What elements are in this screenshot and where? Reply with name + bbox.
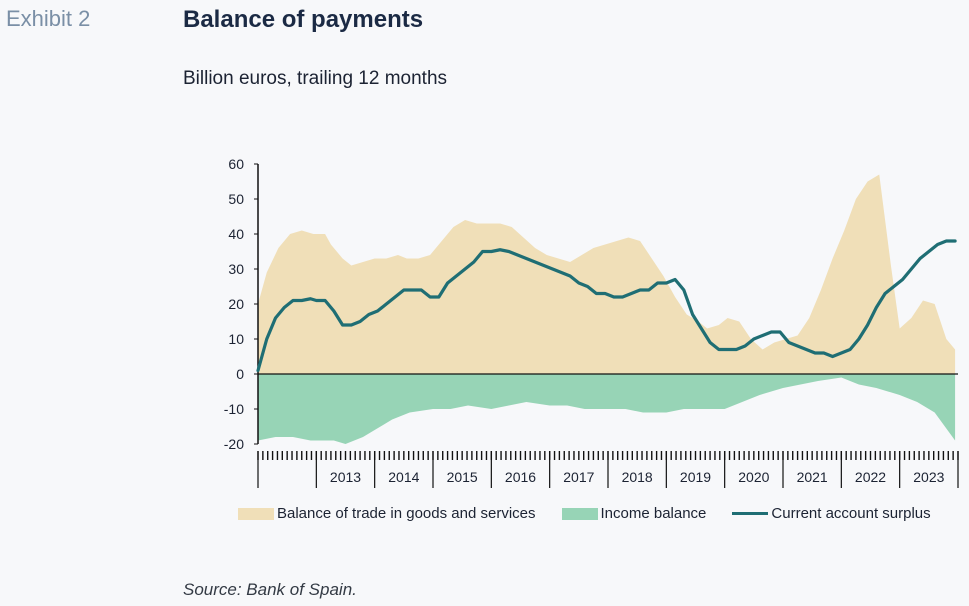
legend-swatch-income [561, 507, 598, 520]
y-tick-label: 10 [228, 331, 244, 347]
x-year-label: 2023 [913, 469, 944, 485]
x-year-label: 2020 [738, 469, 769, 485]
area-trade-balance [258, 174, 956, 374]
y-tick-label: 60 [228, 156, 244, 172]
y-tick-label: 40 [228, 226, 244, 242]
source-note: Source: Bank of Spain. [183, 580, 357, 599]
legend-swatch-trade [238, 507, 274, 520]
chart-title: Balance of payments [183, 6, 424, 33]
exhibit-label: Exhibit 2 [6, 6, 91, 31]
y-tick-label: 20 [228, 296, 244, 312]
chart-legend: Balance of trade in goods and services I… [238, 505, 957, 522]
legend-item-trade: Balance of trade in goods and services [238, 505, 536, 522]
legend-label-income: Income balance [600, 505, 707, 522]
y-tick-label: -20 [224, 436, 244, 452]
x-year-label: 2015 [447, 469, 478, 485]
legend-swatch-current [732, 512, 769, 515]
line-current-account-surplus [256, 239, 957, 373]
x-year-label: 2018 [622, 469, 653, 485]
x-year-label: 2016 [505, 469, 536, 485]
legend-item-income: Income balance [561, 505, 707, 522]
legend-label-current: Current account surplus [771, 505, 931, 522]
chart-subtitle: Billion euros, trailing 12 months [183, 68, 448, 89]
y-tick-label: -10 [224, 401, 244, 417]
legend-item-current: Current account surplus [732, 505, 931, 522]
x-year-label: 2017 [563, 469, 594, 485]
x-year-label: 2019 [680, 469, 711, 485]
legend-label-trade: Balance of trade in goods and services [277, 505, 536, 522]
x-year-label: 2013 [330, 469, 361, 485]
x-year-label: 2022 [855, 469, 886, 485]
y-tick-label: 30 [228, 261, 244, 277]
x-year-label: 2014 [388, 469, 419, 485]
y-tick-label: 50 [228, 191, 244, 207]
y-tick-label: 0 [236, 366, 244, 382]
area-income-balance [258, 374, 956, 444]
x-year-label: 2021 [797, 469, 828, 485]
